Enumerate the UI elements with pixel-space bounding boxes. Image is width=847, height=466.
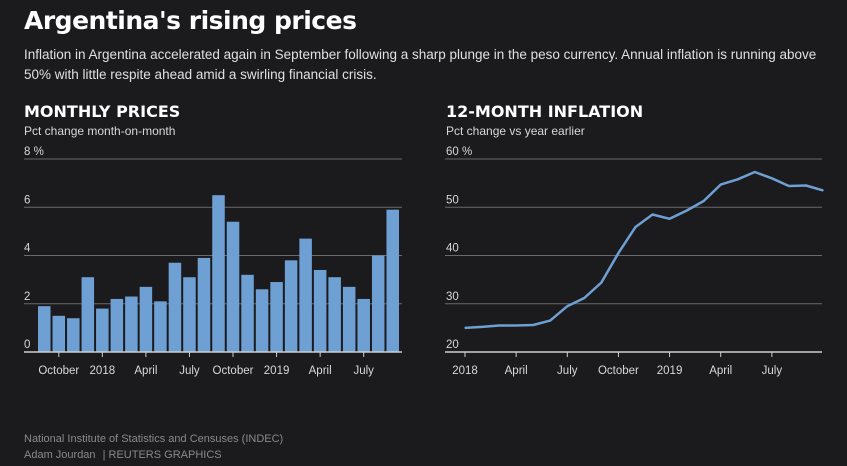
- x-tick-label: July: [179, 365, 200, 377]
- y-tick-label: 60 %: [446, 146, 472, 158]
- bar: [226, 221, 240, 352]
- x-tick-label: July: [557, 365, 578, 377]
- data-point: [805, 184, 807, 187]
- data-point: [788, 185, 790, 187]
- data-point: [702, 200, 705, 202]
- credit-author: Adam Jourdan: [24, 449, 96, 461]
- data-point: [566, 305, 569, 307]
- bar: [371, 255, 385, 352]
- annual-chart-subtitle: Pct change vs year earlier: [446, 124, 585, 138]
- bar: [342, 286, 356, 352]
- bar: [299, 238, 312, 352]
- y-tick-label: 20: [446, 339, 459, 351]
- bar: [197, 257, 211, 352]
- data-point: [736, 178, 739, 181]
- inflation-line-chart: 20 30 40 50 60 % 2018 April July October 2019 Apri…: [445, 146, 824, 377]
- bar: [183, 277, 196, 352]
- data-point: [515, 324, 517, 327]
- x-tick-label: July: [353, 365, 374, 377]
- source-credits: National Institute of Statistics and Cen…: [24, 431, 283, 463]
- y-tick-label: 0: [24, 339, 30, 351]
- x-tick-label: 2018: [90, 365, 116, 377]
- bar: [154, 301, 167, 352]
- data-point: [600, 281, 603, 284]
- x-tick-label: 2019: [657, 365, 683, 377]
- bar: [255, 289, 269, 352]
- bar: [386, 209, 399, 352]
- inflation-line: [464, 170, 824, 330]
- x-tick-label: October: [213, 365, 254, 377]
- y-tick-label: 40: [446, 243, 459, 255]
- x-tick-label: 2018: [452, 365, 478, 377]
- monthly-chart-title: MONTHLY PRICES: [24, 102, 181, 121]
- data-point: [754, 171, 756, 173]
- annual-chart-title: 12-MONTH INFLATION: [446, 102, 644, 121]
- credit-line: Adam Jourdan | REUTERS GRAPHICS: [24, 447, 283, 463]
- bar: [67, 318, 80, 352]
- bar: [139, 286, 153, 352]
- data-point: [719, 183, 722, 186]
- bar: [241, 274, 254, 352]
- bar: [52, 315, 66, 352]
- y-tick-label: 4: [24, 243, 31, 255]
- y-tick-label: 6: [24, 194, 30, 206]
- x-tick-label: July: [762, 365, 783, 377]
- bar: [270, 282, 283, 352]
- y-tick-label: 50: [446, 194, 459, 206]
- monthly-chart-subtitle: Pct change month-on-month: [24, 124, 176, 138]
- bar: [81, 277, 95, 352]
- bar: [38, 306, 51, 352]
- credit-org: | REUTERS GRAPHICS: [102, 449, 222, 461]
- data-point: [634, 226, 637, 228]
- x-tick-label: April: [505, 365, 528, 377]
- data-point: [651, 213, 654, 216]
- bar: [96, 308, 109, 352]
- bar: [125, 296, 138, 352]
- data-point: [685, 209, 688, 212]
- x-tick-label: 2019: [264, 365, 290, 377]
- data-point: [668, 218, 671, 220]
- x-tick-label: October: [38, 365, 79, 377]
- bar: [284, 260, 298, 352]
- x-tick-label: October: [598, 365, 639, 377]
- monthly-prices-chart: 0 2 4 6 8 % October 2018 April July October 2019 Ap…: [24, 146, 402, 377]
- data-point: [464, 327, 466, 329]
- bar: [110, 298, 124, 352]
- y-tick-label: 8 %: [24, 146, 44, 158]
- bar: [328, 277, 341, 352]
- data-point: [532, 324, 534, 326]
- page-subtitle: Inflation in Argentina accelerated again…: [24, 47, 817, 82]
- y-tick-label: 2: [24, 291, 30, 303]
- x-tick-label: April: [309, 365, 332, 377]
- bar: [212, 195, 225, 352]
- data-point: [583, 297, 586, 299]
- y-tick-label: 30: [446, 291, 459, 303]
- source-note: National Institute of Statistics and Cen…: [24, 433, 284, 445]
- data-point: [481, 326, 483, 328]
- data-point: [822, 189, 824, 192]
- data-point: [498, 324, 500, 327]
- x-tick-label: April: [134, 365, 157, 377]
- bar: [313, 269, 327, 352]
- data-point: [549, 319, 552, 322]
- data-point: [771, 177, 773, 180]
- x-tick-label: April: [709, 365, 732, 377]
- bar: [357, 298, 370, 352]
- bar: [168, 262, 182, 352]
- page-title: Argentina's rising prices: [24, 6, 357, 35]
- data-point: [617, 252, 620, 254]
